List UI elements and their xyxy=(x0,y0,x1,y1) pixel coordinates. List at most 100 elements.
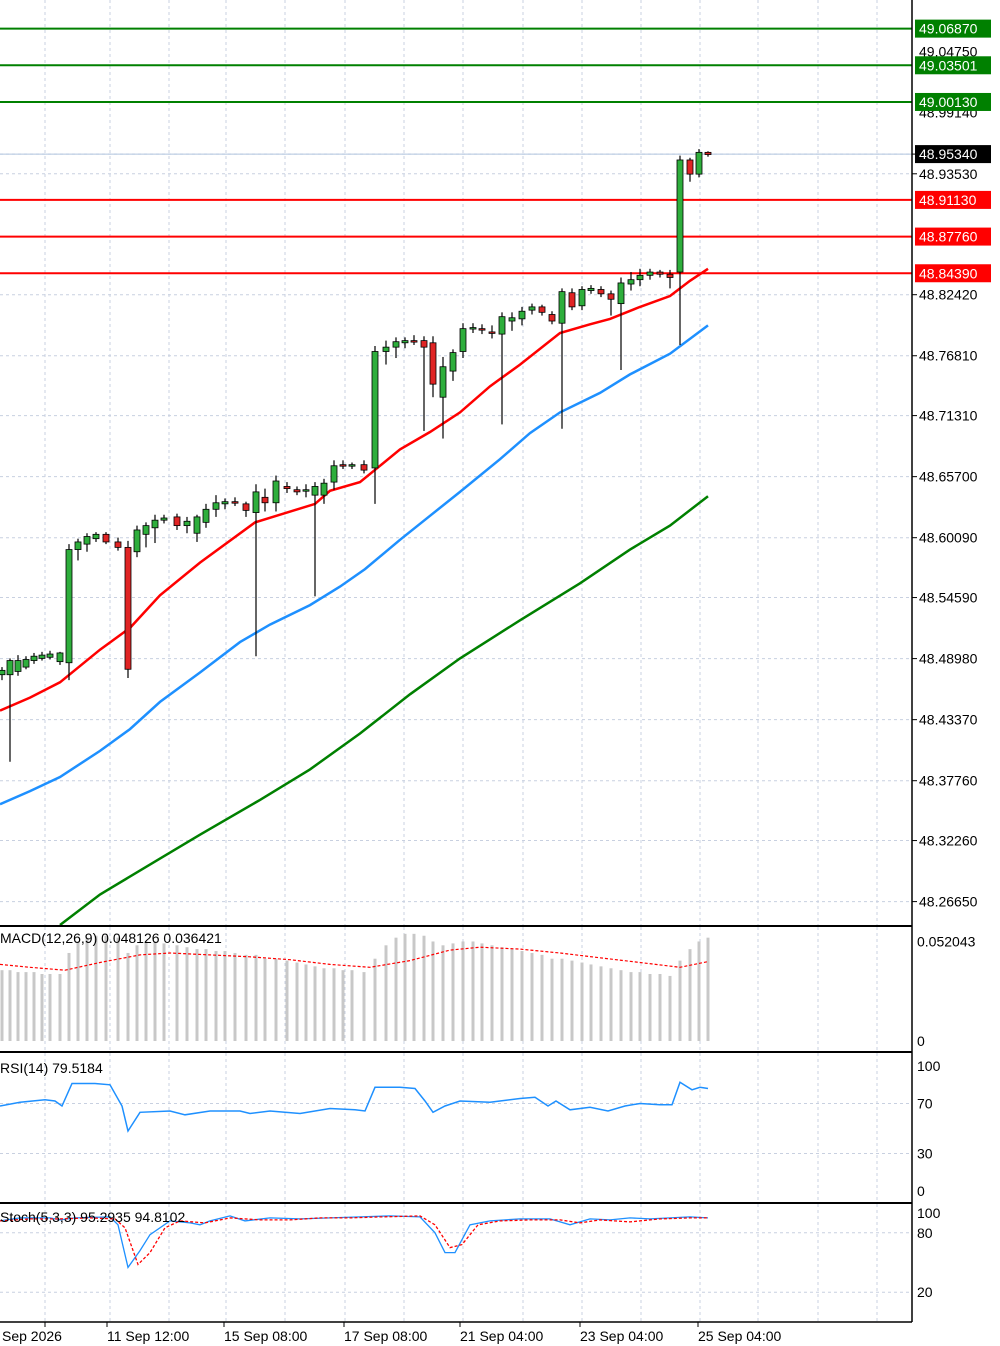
candle-body xyxy=(382,346,390,352)
candle-body xyxy=(293,489,301,493)
macd-histogram-bar xyxy=(40,974,44,1041)
candle-body xyxy=(302,489,310,492)
candle xyxy=(469,323,477,333)
candle-body xyxy=(0,669,6,676)
stoch-panel: Stoch(5,3,3) 95.2935 94.8102 xyxy=(0,1209,709,1269)
candle xyxy=(242,501,250,517)
candle xyxy=(646,268,654,280)
candle xyxy=(704,151,712,157)
x-tick-label: 15 Sep 08:00 xyxy=(224,1328,308,1344)
macd-histogram-bar xyxy=(589,964,593,1041)
panel-frames xyxy=(0,0,913,1323)
candle-body xyxy=(360,464,368,471)
candle xyxy=(478,324,486,335)
y-tick-label: 48.37760 xyxy=(919,773,978,789)
x-tick-label: 25 Sep 04:00 xyxy=(698,1328,782,1344)
macd-histogram-bar xyxy=(500,947,504,1041)
macd-histogram-bar xyxy=(94,935,98,1041)
candle-body xyxy=(348,464,356,467)
candle-body xyxy=(410,340,418,343)
candle-body xyxy=(30,655,38,661)
macd-histogram-bar xyxy=(135,945,139,1041)
macd-histogram-bar xyxy=(185,947,189,1041)
macd-histogram-bar xyxy=(24,972,28,1041)
macd-histogram-bar xyxy=(510,949,514,1041)
macd-histogram-bar xyxy=(126,952,130,1041)
candle-body xyxy=(666,273,674,278)
macd-histogram-bar xyxy=(520,951,524,1041)
candle-body xyxy=(242,503,250,511)
y-tick-label: 48.32260 xyxy=(919,833,978,849)
candles xyxy=(0,149,712,762)
candle xyxy=(173,513,181,530)
candle-body xyxy=(320,482,328,496)
candle xyxy=(371,346,379,504)
candle-body xyxy=(508,317,516,322)
support-tag-bg xyxy=(915,227,991,246)
candle-body xyxy=(518,310,526,320)
candle xyxy=(14,655,22,676)
macd-histogram-bar xyxy=(223,951,227,1041)
x-tick-label: 11 Sep 12:00 xyxy=(107,1328,189,1344)
candle xyxy=(74,538,82,561)
resistance-tag-bg xyxy=(915,92,991,111)
candle xyxy=(6,658,14,762)
candle-body xyxy=(627,279,635,285)
resistance-tag-bg xyxy=(915,56,991,75)
y-tick-label: 48.60090 xyxy=(919,530,978,546)
macd-histogram-bar xyxy=(295,962,299,1041)
candle xyxy=(183,516,191,534)
stoch-signal-line xyxy=(0,1215,708,1266)
y-tick-label: 48.65700 xyxy=(919,469,978,485)
moving-average-line xyxy=(59,495,709,926)
macd-histogram-bar xyxy=(214,951,218,1041)
candle xyxy=(666,269,674,289)
candle xyxy=(360,460,368,474)
macd-histogram-bar xyxy=(394,937,398,1041)
candle-body xyxy=(38,654,46,659)
macd-label: MACD(12,26,9) 0.048126 0.036421 xyxy=(0,930,222,946)
macd-histogram-bar xyxy=(313,966,317,1041)
candle xyxy=(272,475,280,512)
candle-body xyxy=(124,546,132,670)
macd-histogram-bar xyxy=(274,958,278,1041)
rsi-label: RSI(14) 79.5184 xyxy=(0,1060,103,1076)
candle xyxy=(636,268,644,287)
macd-histogram-bar xyxy=(678,960,682,1041)
candle xyxy=(0,667,6,681)
candle-body xyxy=(528,306,536,311)
macd-histogram-bar xyxy=(116,937,120,1041)
candle-body xyxy=(558,291,566,324)
candle xyxy=(22,656,30,670)
macd-histogram-bar xyxy=(195,949,199,1041)
macd-histogram-bar xyxy=(580,962,584,1041)
candle-body xyxy=(578,289,586,307)
macd-histogram-bar xyxy=(67,952,71,1041)
candle-body xyxy=(420,340,428,348)
candle-body xyxy=(221,501,229,505)
candle xyxy=(320,478,328,504)
x-tick-label: 17 Sep 08:00 xyxy=(344,1328,428,1344)
macd-histogram-bar xyxy=(332,968,336,1041)
candle xyxy=(330,460,338,490)
macd-histogram-bar xyxy=(322,968,326,1041)
candle xyxy=(56,651,64,665)
macd-histogram-bar xyxy=(570,960,574,1041)
candle xyxy=(231,497,239,507)
macd-histogram-bar xyxy=(461,941,465,1041)
macd-histogram-bar xyxy=(599,966,603,1041)
stoch-axis-label: 100 xyxy=(917,1205,941,1221)
macd-histogram-bar xyxy=(422,935,426,1041)
candle xyxy=(193,514,201,542)
macd-histogram-bar xyxy=(32,972,36,1041)
macd-histogram-bar xyxy=(638,972,642,1041)
support-tag: 48.84390 xyxy=(919,265,978,281)
candle-body xyxy=(114,541,122,548)
candle xyxy=(311,482,319,597)
resistance-tag: 49.06870 xyxy=(919,21,978,37)
candle xyxy=(133,525,141,558)
candle xyxy=(293,486,301,496)
candle-body xyxy=(498,316,506,335)
candle xyxy=(568,288,576,311)
